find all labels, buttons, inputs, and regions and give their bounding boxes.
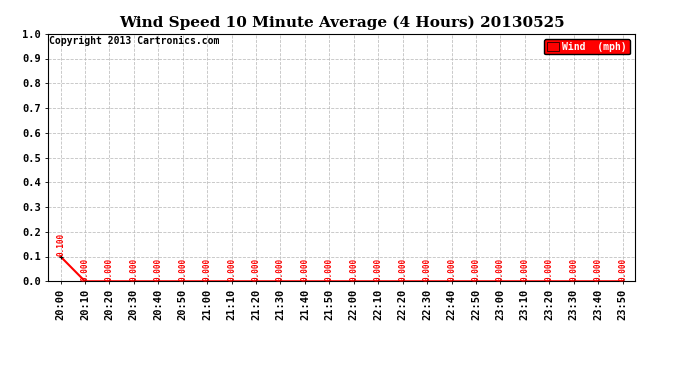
Text: 0.000: 0.000 <box>618 257 627 280</box>
Text: 0.100: 0.100 <box>56 232 65 256</box>
Text: 0.000: 0.000 <box>398 257 407 280</box>
Text: 0.000: 0.000 <box>496 257 505 280</box>
Text: 0.000: 0.000 <box>178 257 187 280</box>
Text: 0.000: 0.000 <box>105 257 114 280</box>
Text: 0.000: 0.000 <box>300 257 309 280</box>
Text: 0.000: 0.000 <box>374 257 383 280</box>
Legend: Wind  (mph): Wind (mph) <box>544 39 630 54</box>
Text: 0.000: 0.000 <box>593 257 602 280</box>
Text: 0.000: 0.000 <box>325 257 334 280</box>
Text: 0.000: 0.000 <box>422 257 431 280</box>
Text: 0.000: 0.000 <box>203 257 212 280</box>
Text: 0.000: 0.000 <box>227 257 236 280</box>
Text: Copyright 2013 Cartronics.com: Copyright 2013 Cartronics.com <box>50 36 220 46</box>
Text: 0.000: 0.000 <box>129 257 138 280</box>
Text: 0.000: 0.000 <box>349 257 358 280</box>
Text: 0.000: 0.000 <box>252 257 261 280</box>
Text: 0.000: 0.000 <box>520 257 529 280</box>
Text: 0.000: 0.000 <box>471 257 480 280</box>
Text: 0.000: 0.000 <box>545 257 554 280</box>
Text: 0.000: 0.000 <box>276 257 285 280</box>
Title: Wind Speed 10 Minute Average (4 Hours) 20130525: Wind Speed 10 Minute Average (4 Hours) 2… <box>119 15 564 30</box>
Text: 0.000: 0.000 <box>81 257 90 280</box>
Text: 0.000: 0.000 <box>569 257 578 280</box>
Text: 0.000: 0.000 <box>447 257 456 280</box>
Text: 0.000: 0.000 <box>154 257 163 280</box>
